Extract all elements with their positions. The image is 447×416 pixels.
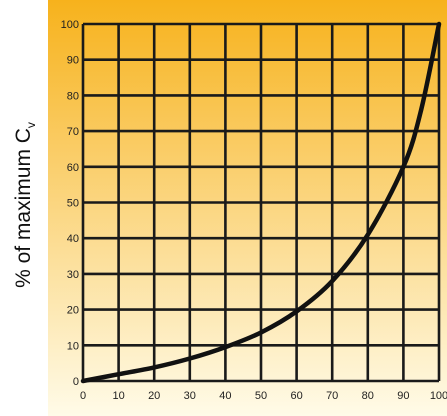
y-tick-label: 90	[67, 55, 79, 67]
y-tick-label: 70	[67, 126, 79, 138]
x-tick-label: 10	[112, 390, 124, 402]
y-tick-label: 100	[61, 19, 79, 31]
y-tick-label: 0	[73, 376, 79, 388]
y-axis-ticks: 0 10 20 30 40 50 60 70 80 90 100	[61, 19, 79, 388]
x-axis-ticks: 0 10 20 30 40 50 60 70 80 90 100	[80, 390, 447, 402]
x-tick-label: 40	[219, 390, 231, 402]
y-tick-label: 30	[67, 269, 79, 281]
y-tick-label: 80	[67, 90, 79, 102]
series-layer	[80, 21, 442, 384]
x-tick-label: 50	[255, 390, 267, 402]
x-tick-label: 60	[290, 390, 302, 402]
x-tick-label: 0	[80, 390, 86, 402]
y-tick-label: 40	[67, 233, 79, 245]
chart-background	[48, 0, 447, 416]
x-tick-label: 30	[184, 390, 196, 402]
y-tick-label: 50	[67, 198, 79, 210]
x-tick-label: 70	[326, 390, 338, 402]
y-tick-label: 10	[67, 340, 79, 352]
y-axis-label-text: % of maximum C	[12, 128, 35, 288]
y-axis-label-subscript: v	[24, 122, 38, 128]
grid	[81, 22, 441, 383]
y-axis-label: % of maximum Cv	[12, 122, 38, 288]
series-line	[80, 21, 442, 384]
x-tick-label: 80	[362, 390, 374, 402]
y-tick-label: 20	[67, 305, 79, 317]
y-tick-label: 60	[67, 162, 79, 174]
x-tick-label: 90	[397, 390, 409, 402]
x-tick-label: 100	[430, 390, 447, 402]
x-tick-label: 20	[148, 390, 160, 402]
